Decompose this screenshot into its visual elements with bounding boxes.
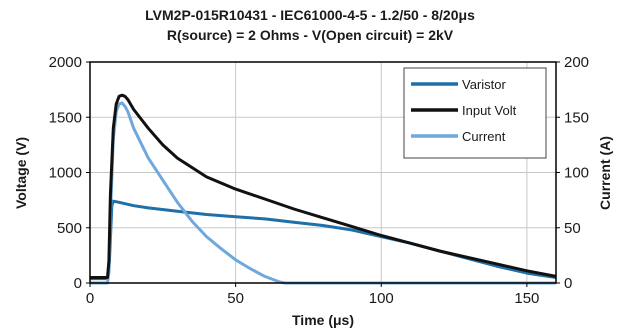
chart-title: LVM2P-015R10431 - IEC61000-4-5 - 1.2/50 … (145, 7, 475, 23)
y2-axis-label: Current (A) (597, 136, 613, 210)
x-tick-label: 100 (369, 290, 394, 307)
y-tick-label: 0 (74, 275, 82, 292)
series-line-input-volt (90, 93, 557, 279)
x-axis-label: Time (μs) (292, 312, 354, 328)
x-tick-label: 50 (227, 290, 244, 307)
legend-entry: Varistor (462, 77, 506, 92)
x-tick-label: 150 (514, 290, 539, 307)
y2-tick-label: 200 (564, 54, 589, 71)
legend-entry: Input Volt (462, 103, 517, 118)
y2-tick-label: 50 (564, 220, 581, 237)
series-line-varistor (90, 199, 557, 281)
y-tick-label: 2000 (49, 54, 82, 71)
y2-tick-label: 0 (564, 275, 572, 292)
y2-axis-ticks: 0 50 100 150 200 (556, 54, 589, 292)
y2-tick-label: 150 (564, 109, 589, 126)
x-axis-ticks: 0 50 100 150 (86, 283, 539, 307)
y2-tick-label: 100 (564, 165, 589, 182)
y-tick-label: 1000 (49, 165, 82, 182)
x-tick-label: 0 (86, 290, 94, 307)
y-axis-label: Voltage (V) (13, 137, 29, 209)
legend-entry: Current (462, 129, 506, 144)
chart-subtitle: R(source) = 2 Ohms - V(Open circuit) = 2… (167, 27, 454, 43)
y-tick-label: 1500 (49, 109, 82, 126)
legend: Varistor Input Volt Current (403, 67, 547, 159)
y-tick-label: 500 (57, 220, 82, 237)
y-axis-ticks: 0 500 1000 1500 2000 (49, 54, 90, 292)
